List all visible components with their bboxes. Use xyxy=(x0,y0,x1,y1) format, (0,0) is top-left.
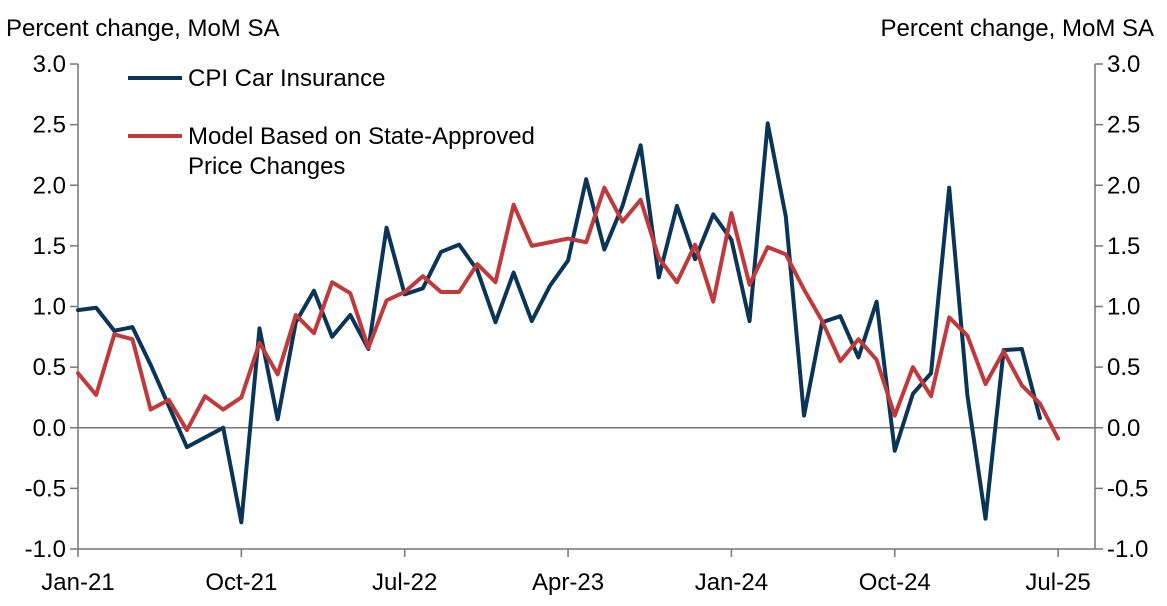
series-line-cpi-car-insurance xyxy=(76,121,1042,525)
left-y-axis: 3.0 2.5 2.0 1.5 1.0 0.5 0.0 -0.5 -1.0 xyxy=(25,51,78,563)
right-y-tick-label: 2.5 xyxy=(1107,112,1140,139)
right-y-tick-label: -1.0 xyxy=(1107,536,1148,563)
left-y-tick-label: 2.0 xyxy=(33,172,66,199)
legend-label-model-line2: Price Changes xyxy=(188,153,345,180)
left-y-tick-label: -1.0 xyxy=(25,536,66,563)
x-tick-label: Jan-24 xyxy=(695,569,768,596)
series-line-model-state-approved xyxy=(76,185,1061,441)
left-y-tick-label: 3.0 xyxy=(33,51,66,78)
right-axis-title: Percent change, MoM SA xyxy=(881,15,1154,42)
series-layer xyxy=(76,121,1061,525)
right-y-tick-label: 0.5 xyxy=(1107,354,1140,381)
x-tick-label: Oct-24 xyxy=(859,569,931,596)
left-y-tick-label: 0.5 xyxy=(33,354,66,381)
right-y-tick-label: -0.5 xyxy=(1107,475,1148,502)
right-y-tick-label: 1.0 xyxy=(1107,294,1140,321)
right-y-axis: 3.0 2.5 2.0 1.5 1.0 0.5 0.0 -0.5 -1.0 xyxy=(1095,51,1148,563)
left-axis-title: Percent change, MoM SA xyxy=(6,15,279,42)
left-y-tick-label: 1.5 xyxy=(33,233,66,260)
x-tick-label: Oct-21 xyxy=(205,569,277,596)
right-y-tick-label: 0.0 xyxy=(1107,415,1140,442)
x-tick-label: Jul-22 xyxy=(372,569,437,596)
left-y-tick-label: 2.5 xyxy=(33,112,66,139)
x-tick-label: Jul-25 xyxy=(1025,569,1090,596)
left-y-tick-label: 1.0 xyxy=(33,294,66,321)
legend-label-model-line1: Model Based on State-Approved xyxy=(188,123,535,150)
legend-label-cpi-car-insurance: CPI Car Insurance xyxy=(188,65,385,92)
x-tick-label: Apr-23 xyxy=(532,569,604,596)
right-y-tick-label: 2.0 xyxy=(1107,172,1140,199)
right-y-tick-label: 1.5 xyxy=(1107,233,1140,260)
left-y-tick-label: -0.5 xyxy=(25,475,66,502)
right-y-tick-label: 3.0 xyxy=(1107,51,1140,78)
x-tick-label: Jan-21 xyxy=(41,569,114,596)
x-axis: Jan-21 Oct-21 Jul-22 Apr-23 Jan-24 Oct-24 Jul-… xyxy=(41,549,1091,596)
left-y-tick-label: 0.0 xyxy=(33,415,66,442)
legend: CPI Car Insurance Model Based on State-A… xyxy=(128,65,535,180)
